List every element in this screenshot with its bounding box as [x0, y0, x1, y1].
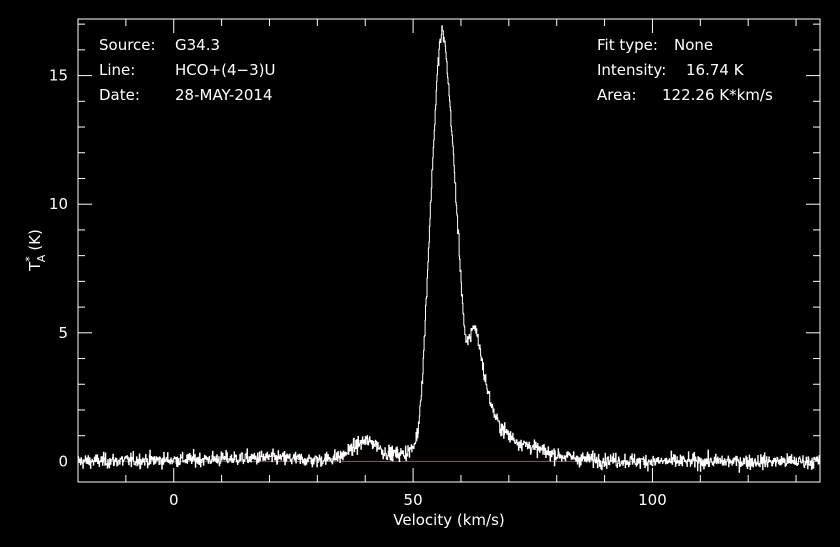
tick-labels: 0 50 100 0 5 10 15 — [49, 67, 667, 509]
y-tick-label: 15 — [49, 67, 68, 85]
svg-text:T*A(K): T*A (K) — [23, 229, 48, 272]
y-tick-label: 10 — [49, 195, 68, 213]
line-value: HCO+(4−3)U — [175, 61, 275, 79]
plot-frame — [77, 18, 821, 483]
source-label: Source: — [99, 36, 156, 54]
x-axis-label: Velocity (km/s) — [393, 511, 504, 529]
y-tick-label: 0 — [58, 452, 68, 470]
y-axis-label-main: T — [26, 261, 44, 272]
source-value: G34.3 — [175, 36, 220, 54]
date-value: 28-MAY-2014 — [175, 86, 273, 104]
fit-type-value: None — [674, 36, 713, 54]
date-label: Date: — [99, 86, 140, 104]
axis-ticks — [78, 19, 820, 482]
line-label: Line: — [99, 61, 135, 79]
fit-type-label: Fit type: — [597, 36, 658, 54]
area-value: 122.26 K*km/s — [662, 86, 773, 104]
y-axis-label: T*A (K) — [23, 229, 48, 272]
y-axis-label-unit: (K) — [26, 229, 44, 251]
y-tick-label: 5 — [58, 324, 68, 342]
y-axis-label-sub: A — [35, 254, 48, 262]
area-label: Area: — [597, 86, 637, 104]
x-tick-label: 100 — [638, 491, 667, 509]
x-tick-label: 0 — [169, 491, 179, 509]
intensity-label: Intensity: — [597, 61, 666, 79]
y-axis-label-sup: * — [23, 256, 36, 262]
intensity-value: 16.74 K — [686, 61, 745, 79]
spectrum-line — [78, 25, 821, 473]
x-tick-label: 50 — [404, 491, 423, 509]
